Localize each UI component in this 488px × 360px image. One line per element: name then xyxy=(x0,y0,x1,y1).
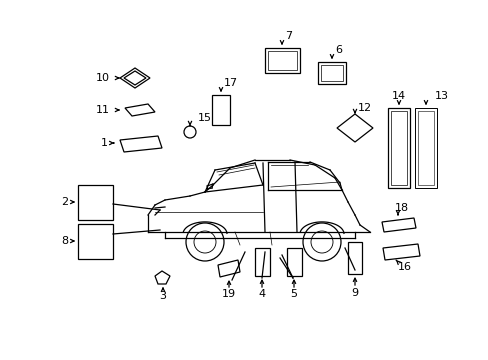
Bar xyxy=(390,111,406,185)
Bar xyxy=(264,48,299,73)
Bar xyxy=(286,248,302,276)
Text: 4: 4 xyxy=(258,289,265,299)
Bar xyxy=(254,248,269,276)
Text: 17: 17 xyxy=(224,78,238,88)
Bar xyxy=(317,62,346,84)
Bar xyxy=(387,108,409,188)
Bar xyxy=(212,95,229,125)
Text: 16: 16 xyxy=(397,262,411,272)
Text: 5: 5 xyxy=(290,289,297,299)
Text: 19: 19 xyxy=(222,289,236,299)
Text: 8: 8 xyxy=(61,236,68,246)
Bar xyxy=(78,185,113,220)
Text: 1: 1 xyxy=(101,138,108,148)
Text: 15: 15 xyxy=(198,113,212,123)
Bar xyxy=(78,224,113,259)
Bar xyxy=(417,111,433,185)
Bar xyxy=(414,108,436,188)
Text: 18: 18 xyxy=(394,203,408,213)
Text: 2: 2 xyxy=(61,197,68,207)
Text: 13: 13 xyxy=(434,91,448,101)
Bar xyxy=(267,51,296,70)
Bar xyxy=(320,65,342,81)
Text: 3: 3 xyxy=(159,291,166,301)
Text: 9: 9 xyxy=(351,288,358,298)
Text: 11: 11 xyxy=(96,105,110,115)
Text: 14: 14 xyxy=(391,91,405,101)
Text: 10: 10 xyxy=(96,73,110,83)
Bar xyxy=(347,242,361,274)
Text: 12: 12 xyxy=(357,103,371,113)
Text: 6: 6 xyxy=(334,45,341,55)
Text: 7: 7 xyxy=(285,31,291,41)
